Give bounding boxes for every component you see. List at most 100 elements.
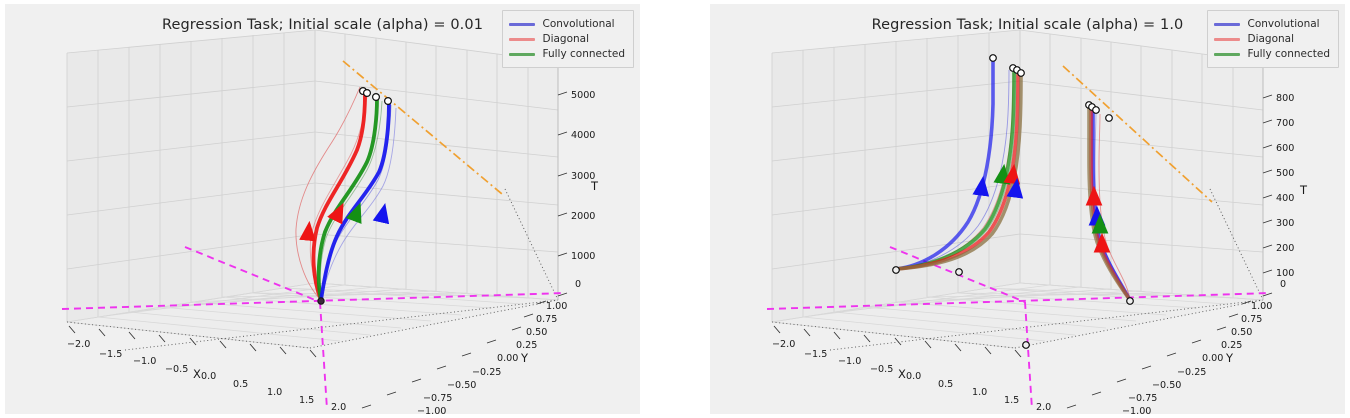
svg-text:0.50: 0.50	[526, 327, 547, 338]
svg-text:3000: 3000	[571, 171, 595, 182]
legend-swatch-diagonal	[1213, 37, 1240, 41]
y-axis-ticks-right	[1066, 300, 1252, 409]
svg-text:0.5: 0.5	[233, 379, 248, 390]
svg-text:−1.5: −1.5	[99, 349, 122, 360]
svg-text:−0.25: −0.25	[1177, 367, 1206, 378]
axes3d-left: 5000 4000 3000 2000 1000 0 T	[61, 29, 599, 414]
svg-text:−0.50: −0.50	[1152, 380, 1181, 391]
svg-text:5000: 5000	[571, 90, 595, 101]
x-axis-label-left: X	[193, 367, 201, 381]
svg-text:−1.5: −1.5	[804, 349, 827, 360]
legend-label-fully-connected: Fully connected	[542, 48, 626, 60]
x-axis-label-right: X	[898, 367, 906, 381]
svg-text:700: 700	[1276, 118, 1294, 129]
legend-label-diagonal: Diagonal	[542, 33, 590, 45]
svg-text:1.0: 1.0	[972, 387, 987, 398]
svg-text:0.0: 0.0	[201, 371, 216, 382]
axis-spines-right	[771, 188, 1264, 351]
y-axis-ticklabels-right: −1.00 −0.75 −0.50 −0.25 0.00 0.25 0.50 0…	[1122, 301, 1272, 414]
legend-item-diagonal[interactable]: Diagonal	[508, 32, 626, 46]
axes3d-right: 800 700 600 500 400 300 200 100 0 T	[766, 29, 1308, 414]
svg-text:0.25: 0.25	[516, 340, 537, 351]
svg-text:2.0: 2.0	[1036, 402, 1051, 413]
svg-text:−0.50: −0.50	[447, 380, 476, 391]
legend-label-diagonal: Diagonal	[1247, 33, 1295, 45]
svg-text:0.00: 0.00	[1202, 353, 1223, 364]
guide-line-left	[342, 60, 503, 195]
legend-item-convolutional[interactable]: Convolutional	[1213, 17, 1331, 31]
svg-text:−0.25: −0.25	[472, 367, 501, 378]
svg-text:2000: 2000	[571, 211, 595, 222]
legend-item-diagonal[interactable]: Diagonal	[1213, 32, 1331, 46]
y-axis-label-left: Y	[520, 351, 529, 365]
svg-text:−0.75: −0.75	[1128, 393, 1157, 404]
svg-text:−0.5: −0.5	[870, 364, 893, 375]
svg-text:4000: 4000	[571, 130, 595, 141]
svg-text:−1.0: −1.0	[133, 356, 156, 367]
x-axis-ticks-left	[68, 325, 317, 358]
plot-panel-left[interactable]: Regression Task; Initial scale (alpha) =…	[5, 4, 640, 414]
svg-text:0.25: 0.25	[1221, 340, 1242, 351]
svg-text:−1.00: −1.00	[417, 406, 446, 414]
legend-label-convolutional: Convolutional	[542, 18, 615, 30]
start-markers-right	[892, 266, 1134, 349]
reference-lines-left	[61, 246, 566, 410]
trajectory-arrows-right	[972, 163, 1111, 253]
svg-text:1.5: 1.5	[299, 395, 314, 406]
svg-text:0.50: 0.50	[1231, 327, 1252, 338]
svg-text:0.0: 0.0	[906, 371, 921, 382]
endpoint-markers-right	[989, 54, 1113, 122]
svg-text:100: 100	[1276, 268, 1294, 279]
svg-text:500: 500	[1276, 168, 1294, 179]
y-axis-ticks-left	[361, 300, 547, 409]
svg-text:0.75: 0.75	[536, 314, 557, 325]
svg-text:0.75: 0.75	[1241, 314, 1262, 325]
x-axis-ticks-right	[773, 325, 1022, 358]
svg-text:200: 200	[1276, 243, 1294, 254]
svg-text:0.5: 0.5	[938, 379, 953, 390]
legend-label-convolutional: Convolutional	[1247, 18, 1320, 30]
legend-swatch-convolutional	[508, 22, 535, 26]
legend-item-fully-connected[interactable]: Fully connected	[1213, 47, 1331, 61]
gridlines-floor	[66, 282, 559, 349]
legend-item-convolutional[interactable]: Convolutional	[508, 17, 626, 31]
svg-text:−1.00: −1.00	[1122, 406, 1151, 414]
legend-label-fully-connected: Fully connected	[1247, 48, 1331, 60]
svg-text:800: 800	[1276, 93, 1294, 104]
plot-panel-right[interactable]: Regression Task; Initial scale (alpha) =…	[710, 4, 1345, 414]
legend-item-fully-connected[interactable]: Fully connected	[508, 47, 626, 61]
svg-text:0: 0	[1280, 279, 1286, 290]
gridlines-floor-right	[771, 282, 1264, 349]
svg-text:300: 300	[1276, 218, 1294, 229]
svg-text:2.0: 2.0	[331, 402, 346, 413]
svg-text:400: 400	[1276, 193, 1294, 204]
svg-text:1.0: 1.0	[267, 387, 282, 398]
z-axis-label-right: T	[1299, 183, 1308, 197]
legend-swatch-diagonal	[508, 37, 535, 41]
x-axis-ticklabels-left: −2.0 −1.5 −1.0 −0.5 0.0 0.5 1.0 1.5 2.0	[67, 339, 346, 413]
legend-swatch-fully-connected	[508, 52, 535, 56]
svg-text:1000: 1000	[571, 251, 595, 262]
svg-text:600: 600	[1276, 143, 1294, 154]
z-axis-ticks-right	[1262, 94, 1273, 297]
svg-text:1.00: 1.00	[1251, 301, 1272, 312]
legend-swatch-convolutional	[1213, 22, 1240, 26]
endpoint-markers-left	[359, 86, 393, 105]
z-axis-ticklabels-right: 800 700 600 500 400 300 200 100 0	[1276, 93, 1294, 290]
gridlines-right-pane-right	[1019, 29, 1264, 301]
origin-marker-left	[317, 297, 325, 305]
z-axis-ticklabels-left: 5000 4000 3000 2000 1000 0	[571, 90, 595, 290]
legend-left: Convolutional Diagonal Fully connected	[501, 10, 634, 68]
svg-text:−1.0: −1.0	[838, 356, 861, 367]
svg-text:0.00: 0.00	[497, 353, 518, 364]
guide-line-right	[1062, 65, 1213, 203]
svg-text:1.5: 1.5	[1004, 395, 1019, 406]
y-axis-label-right: Y	[1225, 351, 1234, 365]
legend-right: Convolutional Diagonal Fully connected	[1206, 10, 1339, 68]
trajectory-arrows-left	[299, 202, 390, 242]
x-axis-ticklabels-right: −2.0 −1.5 −1.0 −0.5 0.0 0.5 1.0 1.5 2.0	[772, 339, 1051, 413]
y-axis-ticklabels-left: −1.00 −0.75 −0.50 −0.25 0.00 0.25 0.50 0…	[417, 301, 567, 414]
svg-text:−2.0: −2.0	[67, 339, 90, 350]
z-axis-ticks-left	[557, 91, 568, 297]
